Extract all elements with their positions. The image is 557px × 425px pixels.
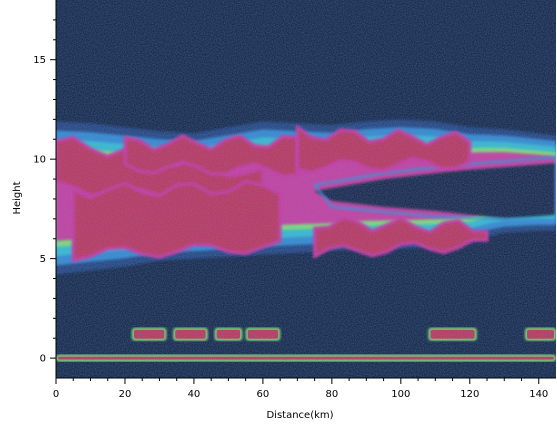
y-axis-title: Height bbox=[12, 181, 23, 214]
y-tick-label: 0 bbox=[40, 354, 46, 365]
x-tick-label: 60 bbox=[257, 389, 270, 400]
x-tick-label: 20 bbox=[119, 389, 132, 400]
y-tick-label: 5 bbox=[40, 254, 46, 265]
y-tick-label: 15 bbox=[33, 55, 46, 66]
y-tick-label: 10 bbox=[33, 155, 46, 166]
x-tick-label: 80 bbox=[325, 389, 338, 400]
x-tick-label: 140 bbox=[529, 389, 548, 400]
plot-grain bbox=[56, 0, 556, 378]
x-tick-label: 40 bbox=[188, 389, 201, 400]
x-tick-label: 100 bbox=[391, 389, 410, 400]
x-tick-label: 120 bbox=[460, 389, 479, 400]
x-axis-title: Distance(km) bbox=[266, 410, 333, 421]
x-tick-label: 0 bbox=[53, 389, 59, 400]
